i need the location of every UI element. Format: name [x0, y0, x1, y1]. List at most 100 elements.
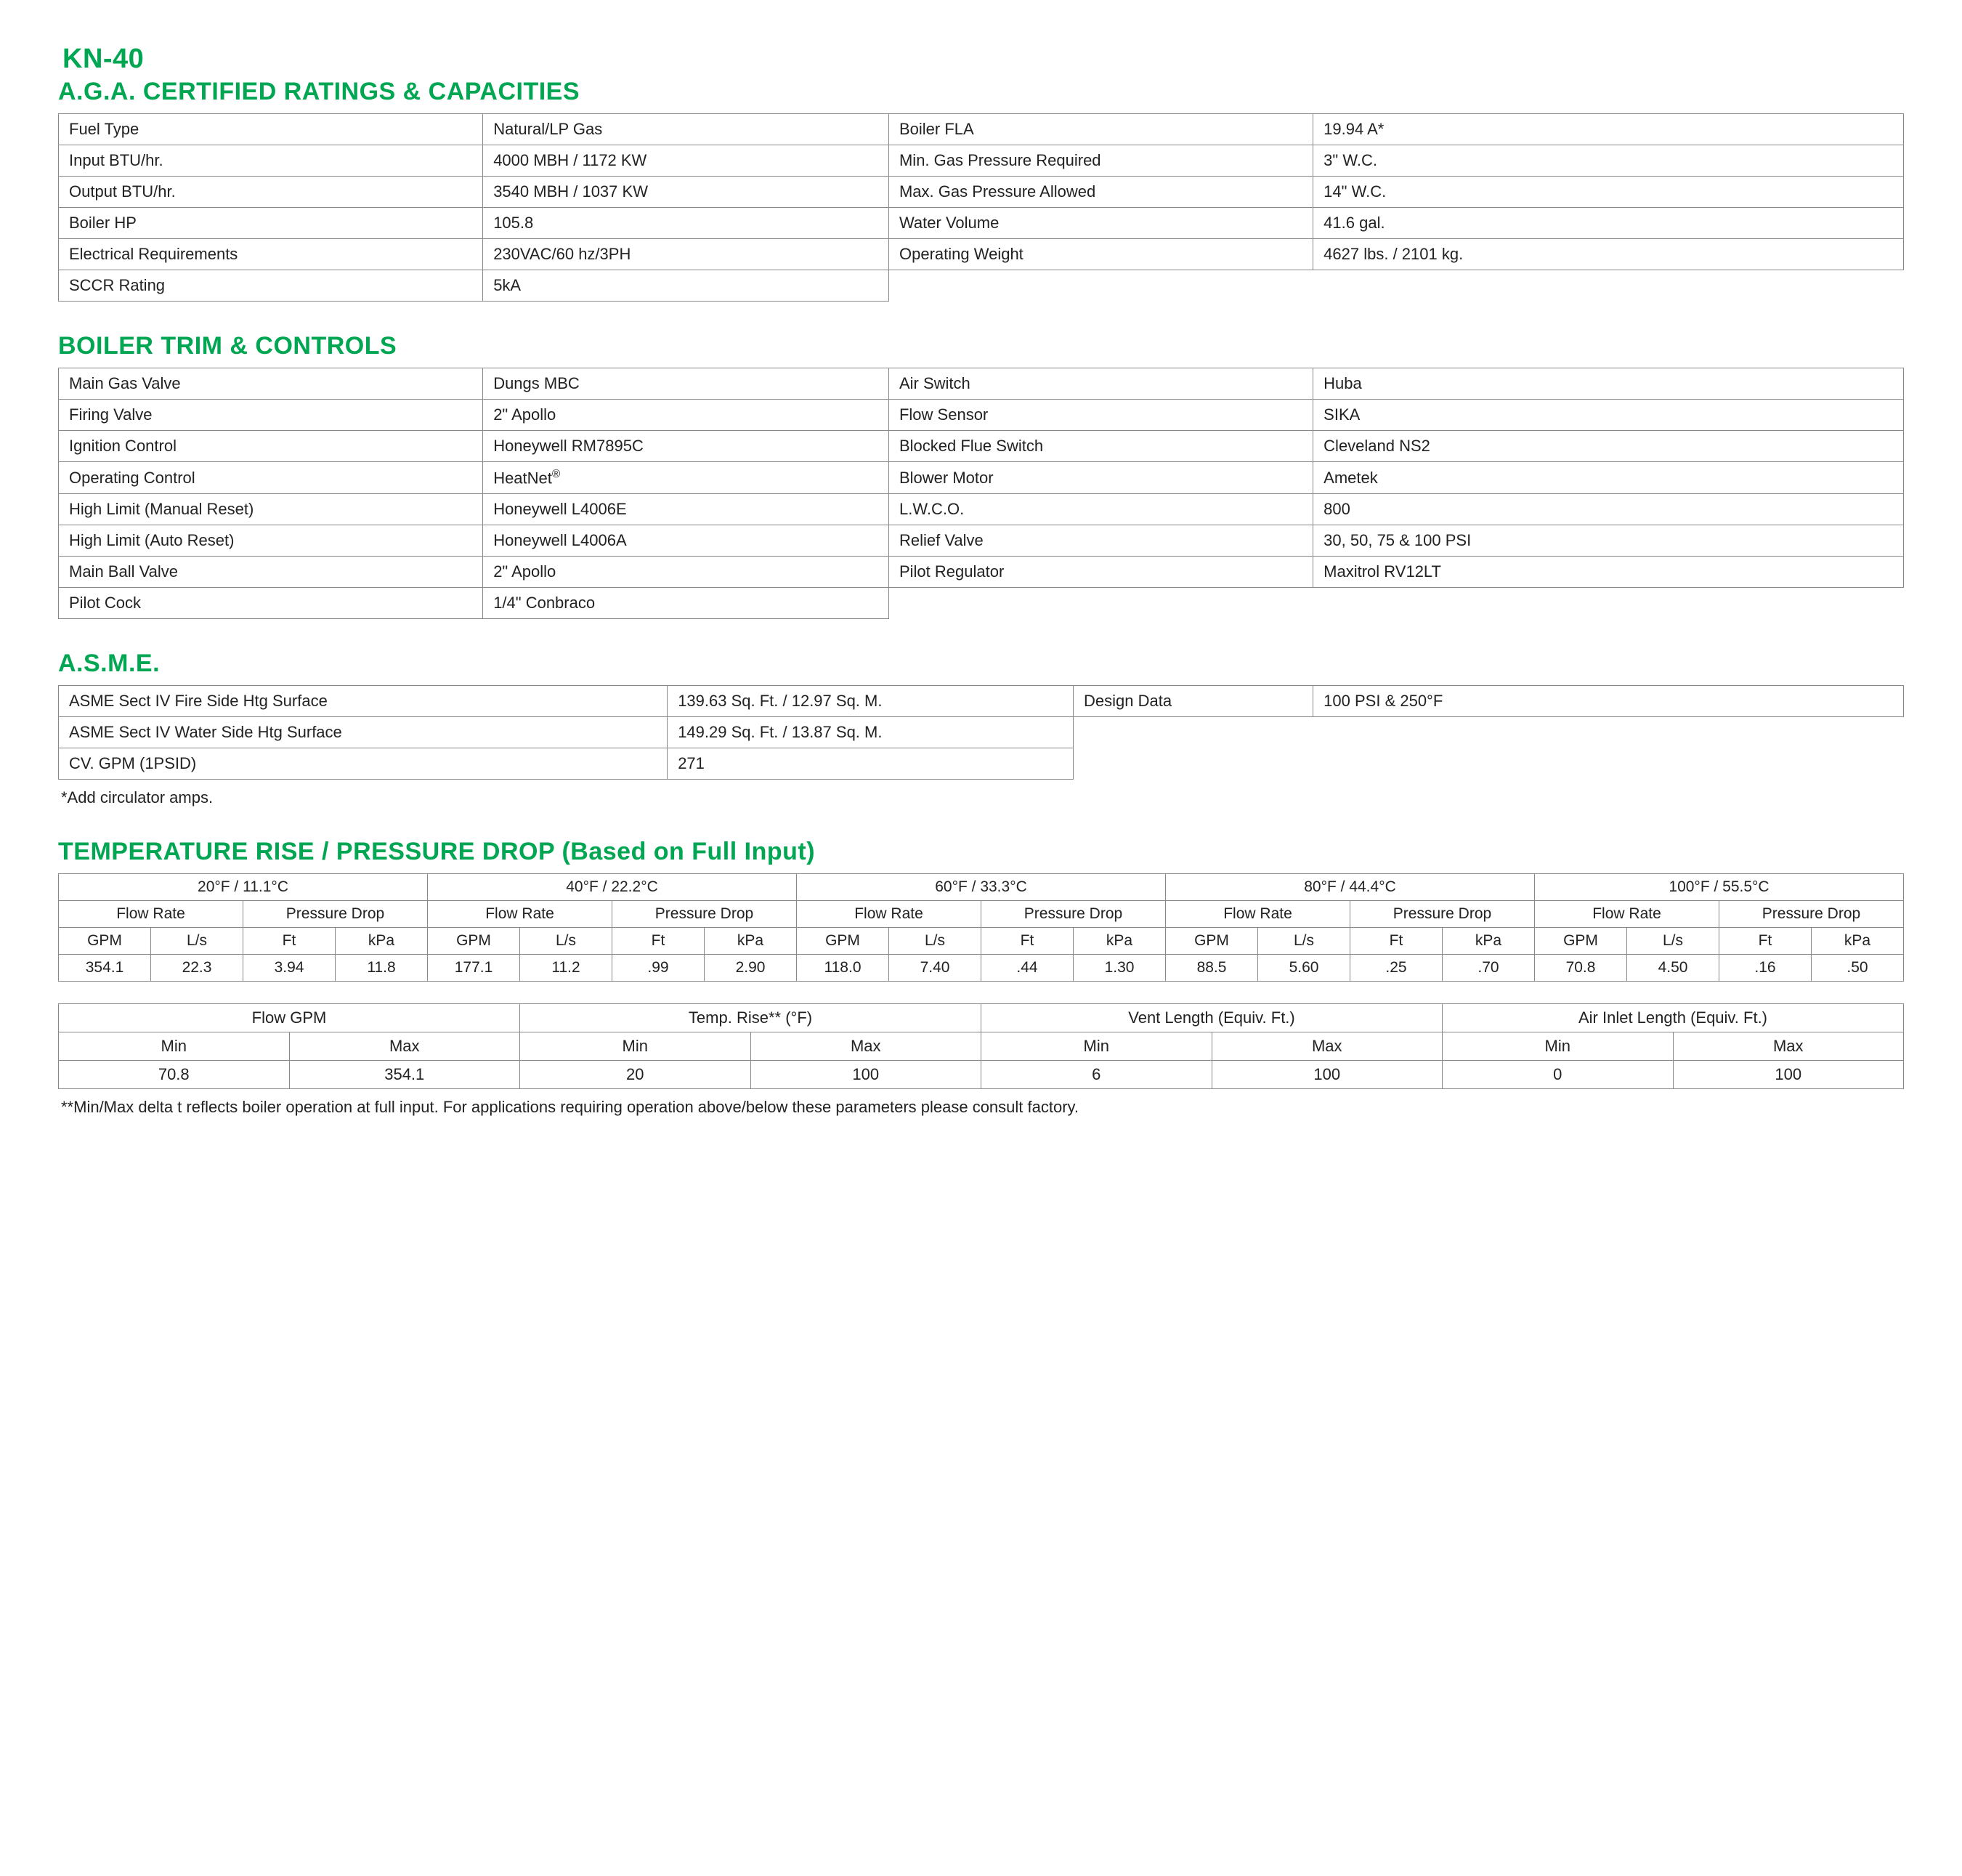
- table-cell: Dungs MBC: [483, 368, 889, 400]
- temp-unit-header: L/s: [1258, 928, 1350, 955]
- minmax-sub-header: Min: [981, 1032, 1212, 1061]
- temp-sub-header: Flow Rate: [428, 901, 612, 928]
- table-cell: Fuel Type: [59, 114, 483, 145]
- minmax-cell: 354.1: [289, 1061, 520, 1089]
- table-cell: 139.63 Sq. Ft. / 12.97 Sq. M.: [668, 686, 1074, 717]
- temp-group-header: 80°F / 44.4°C: [1166, 874, 1535, 901]
- table-cell: Maxitrol RV12LT: [1313, 557, 1904, 588]
- temp-sub-header: Flow Rate: [59, 901, 243, 928]
- table-cell: Blocked Flue Switch: [888, 431, 1313, 462]
- minmax-sub-header: Max: [1673, 1032, 1904, 1061]
- trim-title: BOILER TRIM & CONTROLS: [58, 332, 1904, 360]
- temp-unit-header: GPM: [1535, 928, 1627, 955]
- temp-group-header: 100°F / 55.5°C: [1535, 874, 1904, 901]
- temp-cell: 2.90: [705, 955, 797, 982]
- table-cell: Natural/LP Gas: [483, 114, 889, 145]
- temp-unit-header: L/s: [889, 928, 981, 955]
- temp-cell: .44: [981, 955, 1074, 982]
- temp-unit-header: GPM: [59, 928, 151, 955]
- table-cell: [1073, 748, 1313, 780]
- table-cell: Honeywell RM7895C: [483, 431, 889, 462]
- temp-unit-header: kPa: [336, 928, 428, 955]
- table-cell: 19.94 A*: [1313, 114, 1904, 145]
- table-cell: Design Data: [1073, 686, 1313, 717]
- table-cell: Operating Control: [59, 462, 483, 494]
- minmax-sub-header: Max: [289, 1032, 520, 1061]
- temp-group-header: 40°F / 22.2°C: [428, 874, 797, 901]
- temp-cell: 177.1: [428, 955, 520, 982]
- temp-sub-header: Pressure Drop: [243, 901, 428, 928]
- table-cell: ASME Sect IV Fire Side Htg Surface: [59, 686, 668, 717]
- temp-cell: .25: [1350, 955, 1443, 982]
- temp-unit-header: kPa: [1812, 928, 1904, 955]
- temp-cell: .70: [1443, 955, 1535, 982]
- table-cell: Flow Sensor: [888, 400, 1313, 431]
- model-heading: KN-40: [62, 44, 1904, 75]
- table-cell: 14" W.C.: [1313, 177, 1904, 208]
- temp-unit-header: Ft: [243, 928, 336, 955]
- temp-cell: 11.8: [336, 955, 428, 982]
- temp-unit-header: Ft: [1719, 928, 1812, 955]
- minmax-cell: 20: [520, 1061, 751, 1089]
- ratings-table: Fuel TypeNatural/LP GasBoiler FLA19.94 A…: [58, 113, 1904, 302]
- ratings-title: A.G.A. CERTIFIED RATINGS & CAPACITIES: [58, 78, 1904, 106]
- temp-unit-header: kPa: [1443, 928, 1535, 955]
- table-cell: Max. Gas Pressure Allowed: [888, 177, 1313, 208]
- table-cell: Input BTU/hr.: [59, 145, 483, 177]
- temp-group-header: 60°F / 33.3°C: [797, 874, 1166, 901]
- table-cell: 2" Apollo: [483, 557, 889, 588]
- table-cell: 2" Apollo: [483, 400, 889, 431]
- minmax-sub-header: Min: [59, 1032, 290, 1061]
- temp-sub-header: Flow Rate: [1535, 901, 1719, 928]
- table-cell: 4000 MBH / 1172 KW: [483, 145, 889, 177]
- table-cell: 105.8: [483, 208, 889, 239]
- temp-unit-header: GPM: [428, 928, 520, 955]
- minmax-table: Flow GPMTemp. Rise** (°F)Vent Length (Eq…: [58, 1003, 1904, 1089]
- temp-cell: .16: [1719, 955, 1812, 982]
- table-cell: Blower Motor: [888, 462, 1313, 494]
- temp-unit-header: L/s: [151, 928, 243, 955]
- temp-unit-header: Ft: [612, 928, 705, 955]
- table-cell: Pilot Cock: [59, 588, 483, 619]
- temp-cell: 118.0: [797, 955, 889, 982]
- table-cell: [1073, 717, 1313, 748]
- table-cell: [1313, 748, 1904, 780]
- temp-unit-header: kPa: [705, 928, 797, 955]
- table-cell: 100 PSI & 250°F: [1313, 686, 1904, 717]
- temp-title: TEMPERATURE RISE / PRESSURE DROP (Based …: [58, 838, 1904, 866]
- table-cell: 3540 MBH / 1037 KW: [483, 177, 889, 208]
- table-cell: Water Volume: [888, 208, 1313, 239]
- minmax-header: Air Inlet Length (Equiv. Ft.): [1443, 1004, 1904, 1032]
- table-cell: [1313, 270, 1904, 302]
- minmax-header: Temp. Rise** (°F): [520, 1004, 981, 1032]
- table-cell: 41.6 gal.: [1313, 208, 1904, 239]
- table-cell: Honeywell L4006A: [483, 525, 889, 557]
- temp-unit-header: GPM: [1166, 928, 1258, 955]
- temp-sub-header: Pressure Drop: [1350, 901, 1535, 928]
- temp-unit-header: GPM: [797, 928, 889, 955]
- temp-sub-header: Pressure Drop: [1719, 901, 1904, 928]
- minmax-note: **Min/Max delta t reflects boiler operat…: [61, 1098, 1901, 1117]
- temp-group-header: 20°F / 11.1°C: [59, 874, 428, 901]
- table-cell: ASME Sect IV Water Side Htg Surface: [59, 717, 668, 748]
- table-cell: Electrical Requirements: [59, 239, 483, 270]
- minmax-sub-header: Min: [1443, 1032, 1674, 1061]
- table-cell: Honeywell L4006E: [483, 494, 889, 525]
- temp-cell: 88.5: [1166, 955, 1258, 982]
- minmax-cell: 0: [1443, 1061, 1674, 1089]
- minmax-header: Vent Length (Equiv. Ft.): [981, 1004, 1443, 1032]
- table-cell: Pilot Regulator: [888, 557, 1313, 588]
- table-cell: SIKA: [1313, 400, 1904, 431]
- table-cell: 3" W.C.: [1313, 145, 1904, 177]
- table-cell: 230VAC/60 hz/3PH: [483, 239, 889, 270]
- temp-sub-header: Pressure Drop: [612, 901, 797, 928]
- table-cell: High Limit (Auto Reset): [59, 525, 483, 557]
- temp-cell: 22.3: [151, 955, 243, 982]
- table-cell: 5kA: [483, 270, 889, 302]
- table-cell: Cleveland NS2: [1313, 431, 1904, 462]
- table-cell: Huba: [1313, 368, 1904, 400]
- temp-unit-header: Ft: [1350, 928, 1443, 955]
- temp-cell: 11.2: [520, 955, 612, 982]
- minmax-cell: 100: [750, 1061, 981, 1089]
- temp-cell: 1.30: [1074, 955, 1166, 982]
